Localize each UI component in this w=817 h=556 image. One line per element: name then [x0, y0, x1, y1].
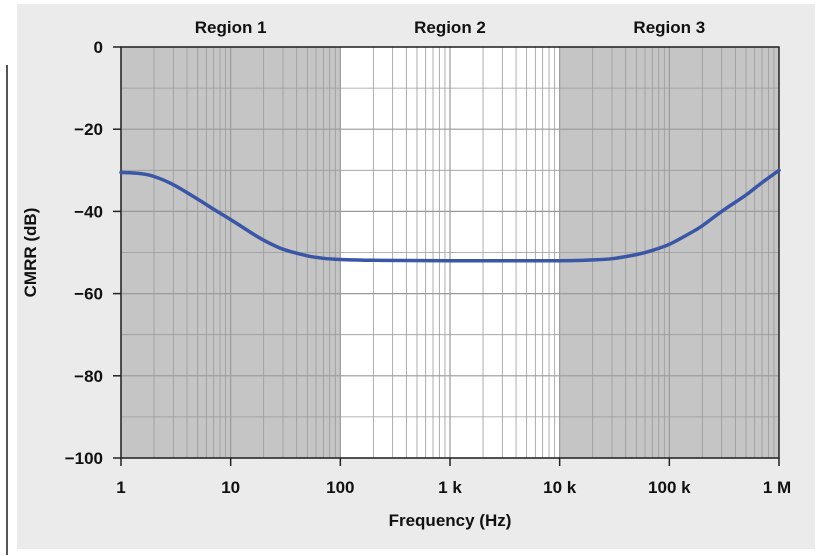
- axis-ticks: [113, 46, 780, 466]
- y-tick-label: 0: [94, 38, 103, 57]
- x-axis-label: Frequency (Hz): [389, 511, 512, 530]
- region-2-label: Region 2: [414, 18, 486, 37]
- side-rule: [6, 65, 8, 555]
- x-tick-label: 100 k: [648, 478, 691, 497]
- region-3-label: Region 3: [633, 18, 705, 37]
- x-tick-label: 1 k: [438, 478, 462, 497]
- x-tick-label: 10: [221, 478, 240, 497]
- cmrr-curve: [119, 168, 781, 263]
- y-tick-label: −100: [65, 449, 103, 468]
- x-tick-label: 1 M: [763, 478, 791, 497]
- y-tick-label: −20: [74, 120, 103, 139]
- x-tick-label: 100: [326, 478, 354, 497]
- y-axis-label: CMRR (dB): [21, 208, 40, 298]
- region-1-label: Region 1: [195, 18, 267, 37]
- x-tick-label: 10 k: [543, 478, 577, 497]
- y-tick-labels: 0 −20 −40 −60 −80 −100: [65, 38, 103, 468]
- y-tick-label: −80: [74, 367, 103, 386]
- x-tick-label: 1: [116, 478, 125, 497]
- x-tick-labels: 1 10 100 1 k 10 k 100 k 1 M: [116, 478, 791, 497]
- region-labels: Region 1 Region 2 Region 3: [195, 18, 705, 37]
- y-tick-label: −40: [74, 202, 103, 221]
- y-tick-label: −60: [74, 285, 103, 304]
